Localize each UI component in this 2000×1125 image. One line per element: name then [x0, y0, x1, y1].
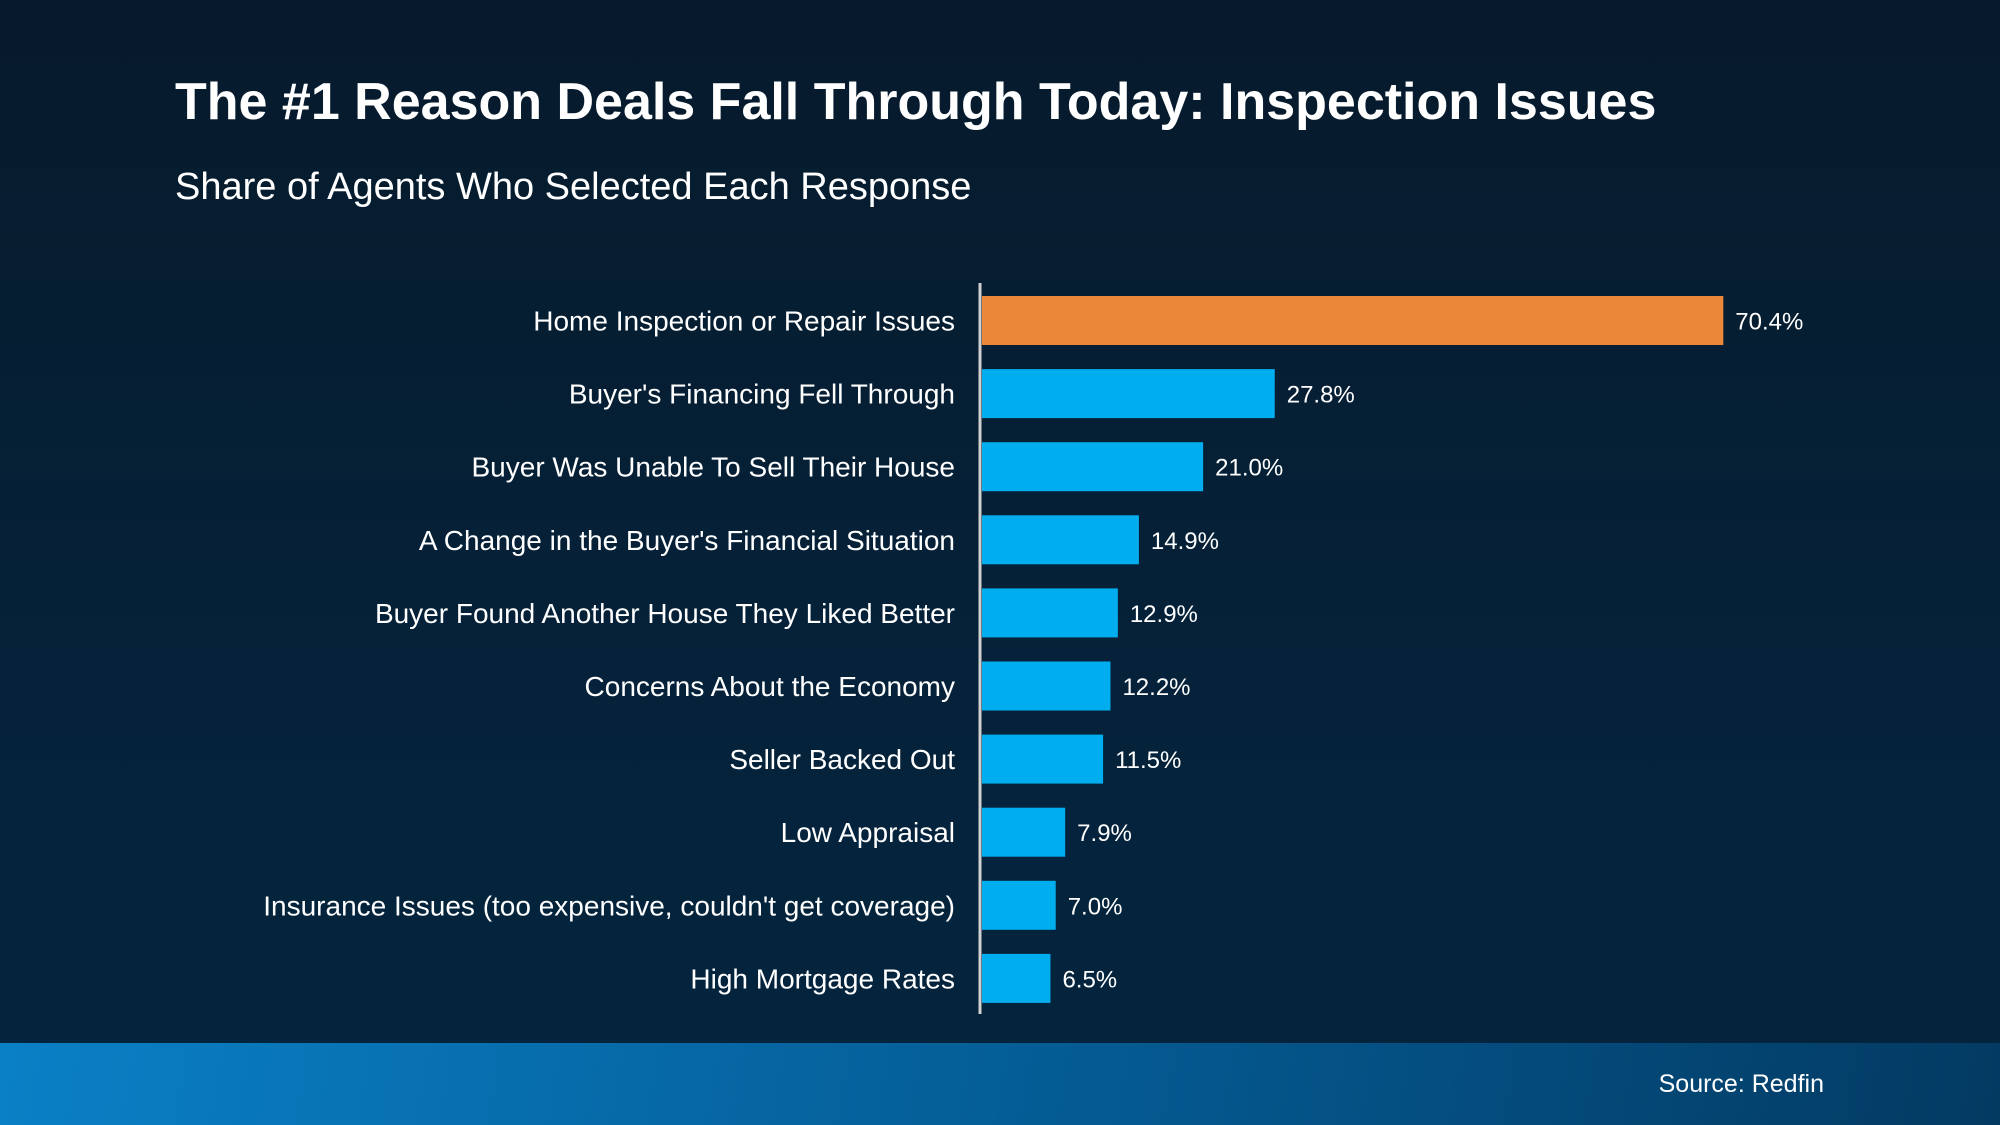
category-label: Low Appraisal	[781, 817, 955, 848]
category-label: Insurance Issues (too expensive, couldn'…	[263, 890, 955, 921]
bar	[982, 807, 1066, 857]
category-label: Home Inspection or Repair Issues	[533, 306, 955, 337]
bar	[982, 369, 1275, 419]
data-label: 7.9%	[1077, 820, 1132, 847]
bar	[982, 296, 1724, 345]
category-label: Seller Backed Out	[729, 744, 955, 775]
bar	[982, 442, 1204, 492]
data-label: 27.8%	[1287, 382, 1355, 409]
category-label: High Mortgage Rates	[690, 963, 955, 994]
bar-chart: Home Inspection or Repair Issues 70.4% Buy…	[263, 283, 1803, 1014]
data-label: 70.4%	[1735, 309, 1803, 336]
bar	[982, 880, 1056, 930]
bar	[982, 953, 1051, 1003]
category-label: A Change in the Buyer's Financial Situat…	[419, 525, 955, 556]
chart-subtitle: Share of Agents Who Selected Each Respon…	[175, 166, 972, 208]
footer-band: Source: Redfin	[0, 1043, 2000, 1125]
bar	[982, 515, 1139, 565]
category-label: Buyer's Financing Fell Through	[569, 379, 955, 410]
data-label: 12.2%	[1122, 674, 1190, 701]
bar	[982, 661, 1111, 711]
data-label: 14.9%	[1151, 528, 1219, 555]
data-label: 12.9%	[1130, 601, 1198, 628]
source-note: Source: Redfin	[1658, 1070, 1824, 1098]
chart-title: The #1 Reason Deals Fall Through Today: …	[175, 73, 1657, 131]
data-label: 7.0%	[1068, 893, 1123, 920]
category-label: Concerns About the Economy	[585, 671, 955, 702]
category-label: Buyer Found Another House They Liked Bet…	[375, 598, 955, 629]
bar	[982, 734, 1104, 784]
data-label: 11.5%	[1115, 747, 1181, 774]
category-label: Buyer Was Unable To Sell Their House	[472, 452, 956, 483]
bar	[982, 588, 1118, 638]
data-label: 6.5%	[1062, 966, 1117, 993]
data-label: 21.0%	[1215, 455, 1283, 482]
